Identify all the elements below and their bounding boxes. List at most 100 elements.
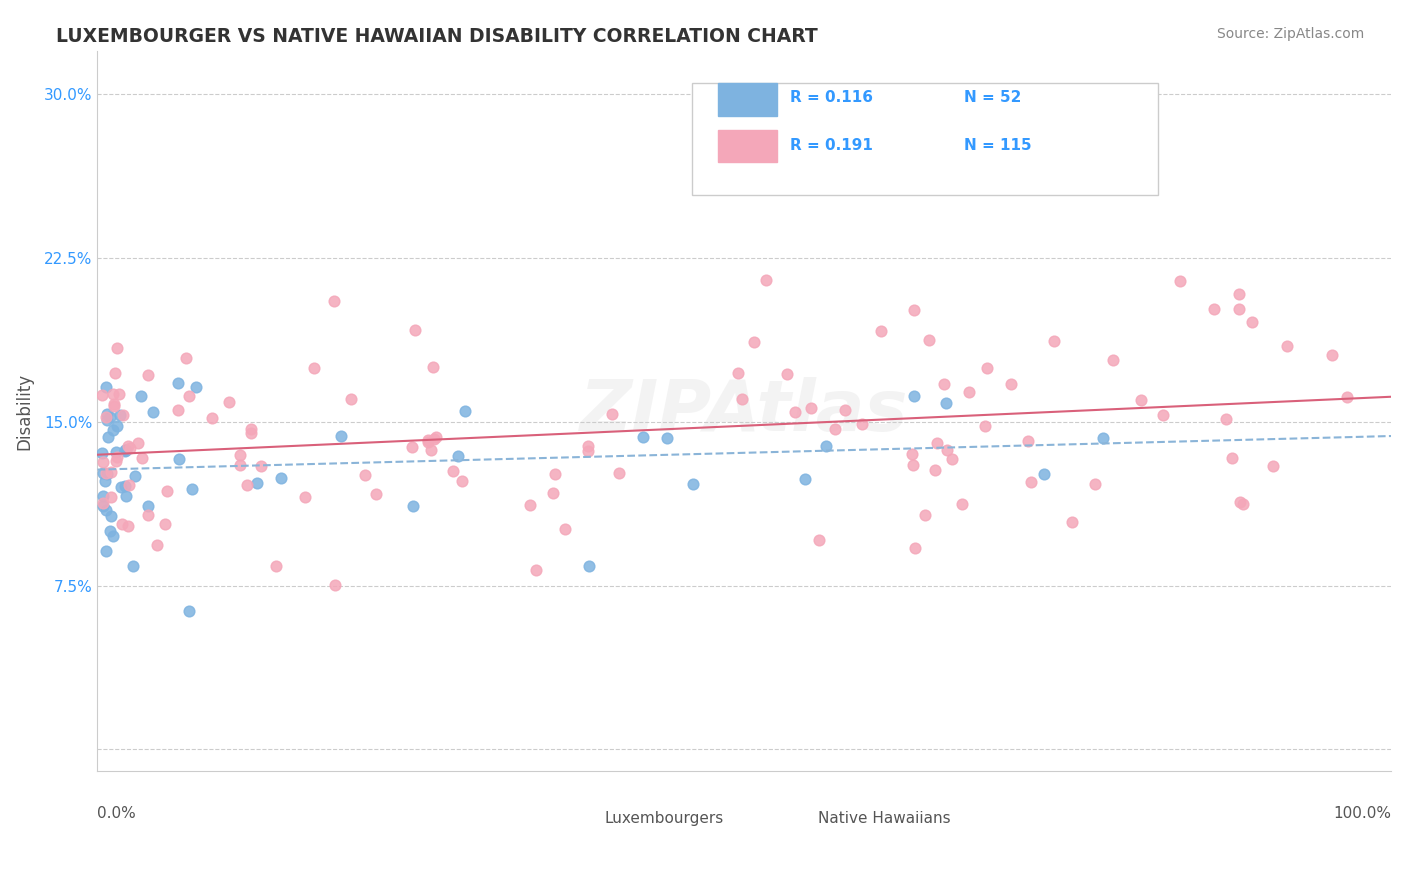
Point <box>1320 348 1343 362</box>
Point <box>322 293 344 308</box>
Point <box>184 380 207 394</box>
Point <box>918 334 941 348</box>
Point <box>96 430 118 444</box>
Point <box>903 302 925 317</box>
Point <box>167 452 190 467</box>
Point <box>401 440 423 454</box>
Point <box>903 389 925 403</box>
Point <box>600 407 623 421</box>
Point <box>270 471 292 485</box>
Point <box>98 410 121 425</box>
Point <box>901 447 924 461</box>
Point <box>155 517 177 532</box>
Point <box>145 538 167 552</box>
Point <box>1229 495 1251 509</box>
Text: Source: ZipAtlas.com: Source: ZipAtlas.com <box>1216 27 1364 41</box>
Point <box>814 439 837 453</box>
Point <box>104 445 127 459</box>
Point <box>129 388 152 402</box>
Point <box>100 509 122 524</box>
Point <box>104 366 127 380</box>
Point <box>419 442 441 457</box>
Bar <box>718 130 776 162</box>
Text: R = 0.191: R = 0.191 <box>790 138 872 153</box>
Point <box>111 408 134 422</box>
Point <box>730 392 752 407</box>
Point <box>122 559 145 574</box>
Point <box>682 476 704 491</box>
Point <box>142 404 165 418</box>
Point <box>117 518 139 533</box>
Point <box>934 377 956 392</box>
Point <box>339 392 361 407</box>
Point <box>927 435 949 450</box>
Point <box>105 418 128 433</box>
Point <box>90 388 112 402</box>
Point <box>870 324 893 338</box>
Point <box>824 422 846 436</box>
FancyBboxPatch shape <box>693 83 1159 194</box>
Point <box>108 409 131 423</box>
Point <box>903 458 925 473</box>
Bar <box>718 83 776 116</box>
Point <box>108 387 131 401</box>
Point <box>1033 467 1056 481</box>
Bar <box>564 804 596 832</box>
Point <box>91 489 114 503</box>
Point <box>441 464 464 478</box>
Point <box>366 487 388 501</box>
Text: N = 115: N = 115 <box>965 138 1032 153</box>
Point <box>974 419 997 434</box>
Point <box>114 443 136 458</box>
Point <box>98 524 121 538</box>
Point <box>100 490 122 504</box>
Point <box>127 435 149 450</box>
Point <box>136 500 159 514</box>
Point <box>91 499 114 513</box>
Y-axis label: Disability: Disability <box>15 373 32 450</box>
Point <box>851 417 873 431</box>
Point <box>105 453 128 467</box>
Point <box>96 467 118 482</box>
Point <box>114 489 136 503</box>
Point <box>914 508 936 522</box>
Point <box>904 541 927 555</box>
Point <box>1241 315 1264 329</box>
Point <box>402 500 425 514</box>
Point <box>727 366 749 380</box>
Point <box>1152 408 1174 422</box>
Point <box>807 533 830 547</box>
Point <box>1129 393 1152 408</box>
Text: ZIPAtlas: ZIPAtlas <box>581 376 908 445</box>
Point <box>218 394 240 409</box>
Point <box>294 490 316 504</box>
Point <box>936 442 959 457</box>
Point <box>103 423 125 437</box>
Point <box>103 397 125 411</box>
Point <box>924 463 946 477</box>
Point <box>124 469 146 483</box>
Point <box>264 559 287 574</box>
Text: R = 0.116: R = 0.116 <box>790 90 873 105</box>
Point <box>96 412 118 426</box>
Point <box>578 559 600 574</box>
Point <box>524 563 547 577</box>
Point <box>1222 450 1244 465</box>
Point <box>800 401 823 416</box>
Point <box>114 444 136 458</box>
Point <box>166 403 188 417</box>
Text: 0.0%: 0.0% <box>97 806 136 821</box>
Point <box>94 503 117 517</box>
Point <box>541 486 564 500</box>
Point <box>250 458 273 473</box>
Point <box>416 435 439 450</box>
Point <box>118 478 141 492</box>
Point <box>105 450 128 465</box>
Point <box>201 411 224 425</box>
Point <box>950 497 973 511</box>
Point <box>655 430 678 444</box>
Point <box>1062 515 1084 529</box>
Point <box>100 465 122 479</box>
Point <box>114 443 136 458</box>
Bar <box>776 804 808 832</box>
